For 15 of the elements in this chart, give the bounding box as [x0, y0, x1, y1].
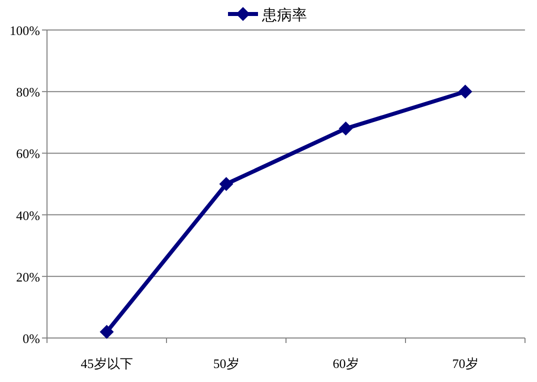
- y-tick-label: 100%: [10, 23, 40, 38]
- point: [100, 324, 114, 339]
- y-tick-label: 60%: [16, 146, 40, 162]
- point: [338, 122, 353, 136]
- x-tick-label: 60岁: [332, 356, 359, 371]
- y-tick-label: 80%: [16, 84, 40, 100]
- y-tick-label: 40%: [16, 208, 40, 223]
- y-tick-label: 0%: [22, 331, 40, 346]
- y-tick-label: 20%: [16, 269, 40, 284]
- x-tick-label: 45岁以下: [80, 356, 133, 371]
- legend-label: 患病率: [261, 7, 307, 24]
- x-tick-label: 50岁: [213, 356, 240, 371]
- point: [219, 177, 234, 191]
- point: [458, 84, 472, 99]
- x-tick-label: 70岁: [452, 356, 478, 371]
